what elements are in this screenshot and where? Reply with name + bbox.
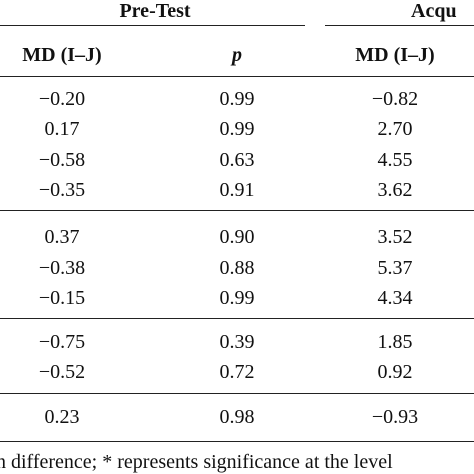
cell: 0.91	[219, 179, 255, 201]
cell: −0.93	[371, 406, 419, 428]
rule	[0, 318, 474, 319]
cell: −0.15	[38, 287, 86, 309]
cell: 0.99	[219, 287, 255, 309]
cell: 0.37	[44, 226, 80, 248]
cell: 0.39	[219, 331, 255, 353]
cell: 0.99	[219, 88, 255, 110]
cell: 2.70	[377, 118, 413, 140]
cell: −0.75	[38, 331, 86, 353]
cell: −0.52	[38, 361, 86, 383]
column-header: p	[232, 44, 242, 66]
rule	[325, 25, 474, 26]
cell: 0.99	[219, 118, 255, 140]
rule	[0, 393, 474, 394]
cell: 0.92	[377, 361, 413, 383]
cell: 0.63	[219, 149, 255, 171]
group-header: Pre-Test	[119, 0, 191, 22]
rule	[0, 76, 474, 77]
cell: 4.34	[377, 287, 413, 309]
cell: 0.90	[219, 226, 255, 248]
cell: 4.55	[377, 149, 413, 171]
cell: 0.88	[219, 257, 255, 279]
cell: 0.17	[44, 118, 80, 140]
group-header: Acqu	[411, 0, 457, 22]
cell: −0.20	[38, 88, 86, 110]
cell: 3.62	[377, 179, 413, 201]
cell: −0.82	[371, 88, 419, 110]
column-header: MD (I–J)	[355, 44, 435, 66]
cell: 0.98	[219, 406, 255, 428]
cell: 5.37	[377, 257, 413, 279]
cell: 0.23	[44, 406, 80, 428]
rule	[0, 25, 305, 26]
cell: 0.72	[219, 361, 255, 383]
cell: 1.85	[377, 331, 413, 353]
cell: −0.38	[38, 257, 86, 279]
cell: −0.35	[38, 179, 86, 201]
column-header: MD (I–J)	[22, 44, 102, 66]
cell: 3.52	[377, 226, 413, 248]
rule	[0, 210, 474, 211]
cell: −0.58	[38, 149, 86, 171]
footnote: n difference; * represents significance …	[0, 451, 393, 473]
rule	[0, 441, 474, 442]
